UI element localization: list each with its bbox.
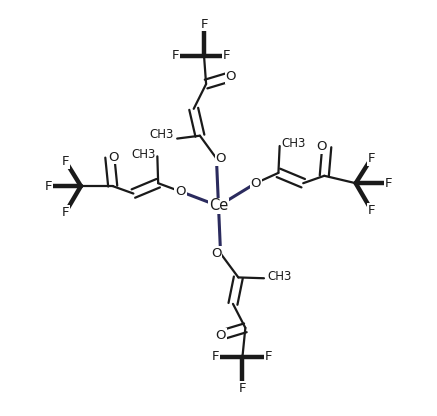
- Text: F: F: [62, 206, 69, 219]
- Text: F: F: [368, 203, 375, 217]
- Text: O: O: [109, 151, 119, 163]
- Text: O: O: [215, 329, 226, 342]
- Text: CH3: CH3: [149, 128, 174, 141]
- Text: O: O: [175, 185, 186, 198]
- Text: CH3: CH3: [282, 137, 306, 151]
- Text: F: F: [385, 177, 392, 190]
- Text: F: F: [45, 180, 52, 193]
- Text: O: O: [316, 140, 327, 154]
- Text: F: F: [212, 350, 219, 363]
- Text: F: F: [171, 50, 179, 62]
- Text: O: O: [211, 247, 222, 260]
- Text: CH3: CH3: [131, 148, 155, 161]
- Text: F: F: [62, 155, 69, 168]
- Text: F: F: [265, 350, 273, 363]
- Text: F: F: [368, 152, 375, 165]
- Text: F: F: [223, 50, 230, 62]
- Text: F: F: [200, 17, 208, 31]
- Text: O: O: [215, 152, 226, 165]
- Text: F: F: [239, 382, 246, 395]
- Text: Ce: Ce: [209, 198, 228, 213]
- Text: O: O: [225, 70, 236, 83]
- Text: CH3: CH3: [267, 270, 291, 283]
- Text: O: O: [250, 177, 261, 190]
